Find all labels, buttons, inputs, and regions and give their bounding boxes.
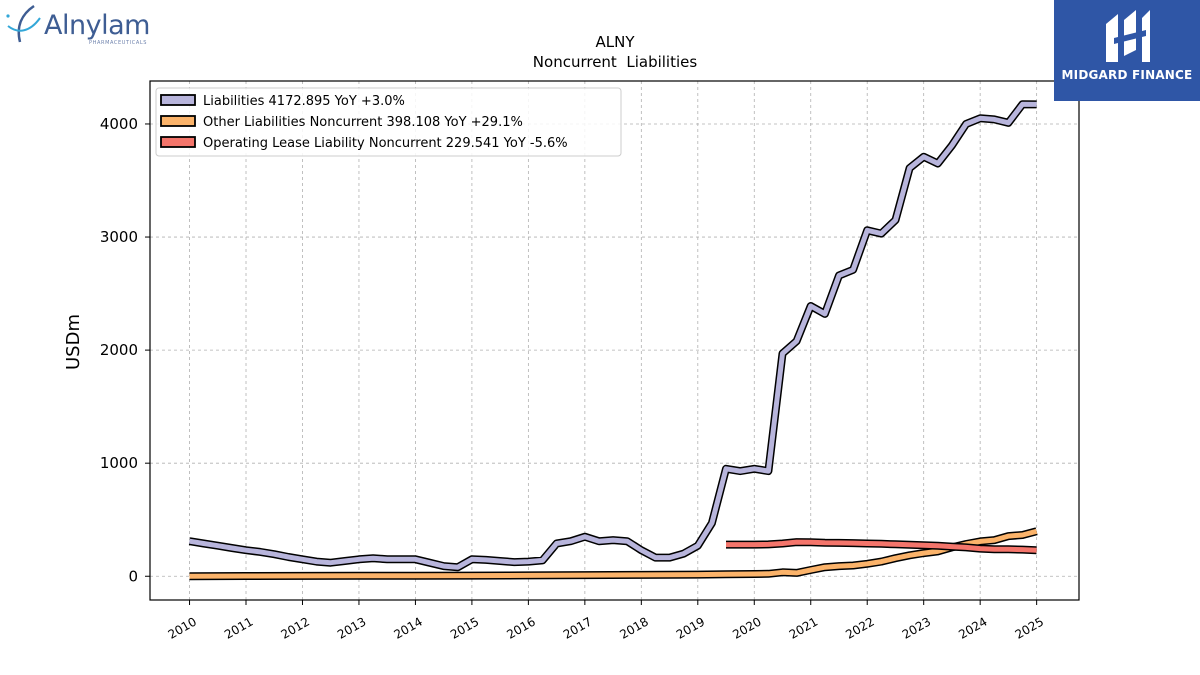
x-tick-label: 2011 [222, 614, 255, 641]
series-line-2 [726, 539, 1037, 553]
x-tick-label: 2024 [956, 614, 989, 641]
x-tick-label: 2020 [730, 614, 763, 641]
series-line-0 [189, 101, 1037, 570]
legend-swatch [160, 94, 196, 106]
alnylam-logo: Alnylam PHARMACEUTICALS [4, 4, 164, 48]
y-axis-label: USDm [63, 314, 84, 370]
plot-frame [149, 80, 1080, 601]
grid [150, 81, 1079, 600]
y-tick-label: 4000 [100, 115, 138, 133]
alnylam-logo-name: Alnylam [44, 10, 150, 41]
x-tick-label: 2016 [504, 614, 537, 641]
x-ticks: 2010 2011 2012 2013 2014 2015 2016 2017 2018 2019… [166, 600, 1046, 642]
chart-title: ALNY [595, 33, 635, 51]
x-tick-label: 2015 [448, 614, 481, 641]
x-tick-label: 2014 [391, 614, 424, 641]
midgard-logo-name: MIDGARD FINANCE [1061, 68, 1193, 82]
x-tick-label: 2025 [1013, 614, 1046, 641]
y-tick-label: 0 [128, 567, 138, 585]
x-tick-label: 2012 [279, 614, 312, 641]
alnylam-logo-subtitle: PHARMACEUTICALS [89, 40, 148, 46]
x-tick-label: 2021 [787, 614, 820, 641]
x-tick-label: 2018 [617, 614, 650, 641]
x-tick-label: 2019 [674, 614, 707, 641]
midgard-finance-logo: MIDGARD FINANCE [1054, 0, 1200, 101]
legend-label: Operating Lease Liability Noncurrent 229… [203, 136, 568, 151]
legend-swatch [160, 115, 196, 127]
legend-swatch [160, 136, 196, 148]
legend-box [155, 87, 622, 157]
legend-label: Other Liabilities Noncurrent 398.108 YoY… [203, 115, 523, 130]
series-layer [188, 100, 1038, 581]
chart-subtitle: Noncurrent Liabilities [533, 53, 698, 71]
y-tick-label: 2000 [100, 341, 138, 359]
midgard-logo-mark [1106, 10, 1150, 62]
y-tick-label: 3000 [100, 228, 138, 246]
x-tick-label: 2017 [561, 614, 594, 641]
legend: Liabilities 4172.895 YoY +3.0% Other Liab… [155, 87, 622, 157]
x-tick-label: 2013 [335, 614, 368, 641]
x-tick-label: 2010 [166, 614, 199, 641]
legend-label: Liabilities 4172.895 YoY +3.0% [203, 94, 405, 109]
y-ticks: 0 1000 2000 3000 4000 [100, 115, 150, 585]
x-tick-label: 2022 [843, 614, 876, 641]
x-tick-label: 2023 [900, 614, 933, 641]
y-tick-label: 1000 [100, 454, 138, 472]
alnylam-logo-mark [6, 4, 41, 43]
